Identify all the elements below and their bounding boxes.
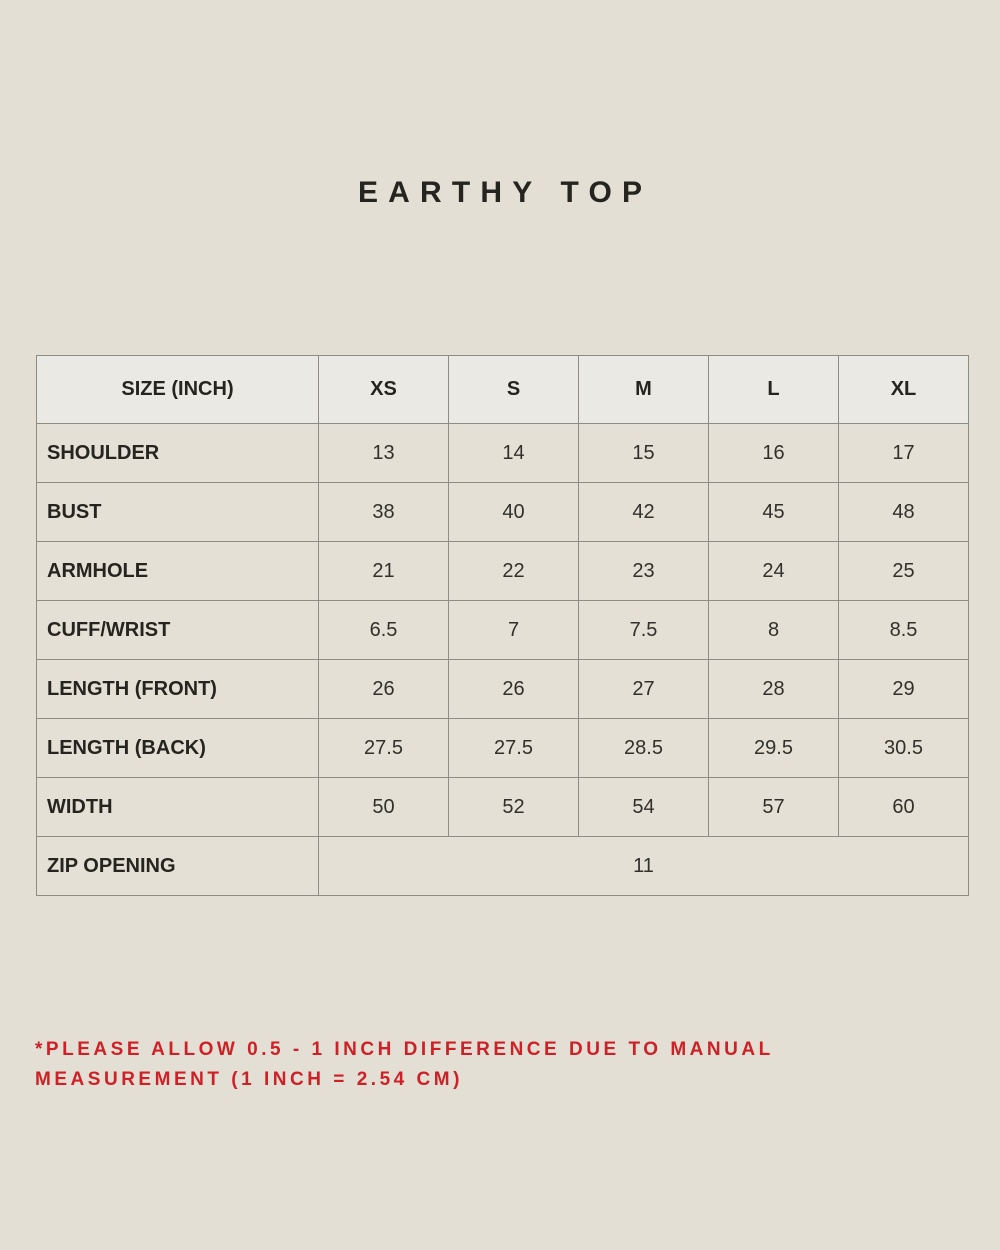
cell-value: 13 [318,423,449,483]
cell-value: 38 [318,482,449,542]
cell-value: 27.5 [318,718,449,778]
cell-value: 50 [318,777,449,837]
cell-value: 42 [578,482,709,542]
cell-value: 25 [838,541,969,601]
table-header-row: SIZE (INCH) XS S M L XL [36,355,969,424]
measurement-disclaimer: *PLEASE ALLOW 0.5 - 1 INCH DIFFERENCE DU… [35,1035,935,1095]
cell-value: 7.5 [578,600,709,660]
table-row-length-front: LENGTH (FRONT) 26 26 27 28 29 [36,659,969,719]
row-label: ARMHOLE [36,541,319,601]
cell-value: 30.5 [838,718,969,778]
cell-value: 6.5 [318,600,449,660]
table-row-width: WIDTH 50 52 54 57 60 [36,777,969,837]
header-cell-xs: XS [318,355,449,424]
row-label: CUFF/WRIST [36,600,319,660]
page-title: EARTHY TOP [357,176,653,209]
header-cell-s: S [448,355,579,424]
disclaimer-line-1: *PLEASE ALLOW 0.5 - 1 INCH DIFFERENCE DU… [35,1039,774,1060]
cell-value: 27 [578,659,709,719]
row-label: WIDTH [36,777,319,837]
cell-value: 22 [448,541,579,601]
header-cell-xl: XL [838,355,969,424]
table-row-cuff-wrist: CUFF/WRIST 6.5 7 7.5 8 8.5 [36,600,969,660]
row-label: SHOULDER [36,423,319,483]
table-row-length-back: LENGTH (BACK) 27.5 27.5 28.5 29.5 30.5 [36,718,969,778]
cell-value: 8 [708,600,839,660]
cell-value: 24 [708,541,839,601]
cell-value: 57 [708,777,839,837]
cell-value: 17 [838,423,969,483]
header-cell-m: M [578,355,709,424]
row-label: LENGTH (BACK) [36,718,319,778]
cell-value: 54 [578,777,709,837]
table-row-armhole: ARMHOLE 21 22 23 24 25 [36,541,969,601]
cell-value: 40 [448,482,579,542]
header-cell-l: L [708,355,839,424]
cell-value: 29.5 [708,718,839,778]
cell-value: 26 [318,659,449,719]
cell-value: 52 [448,777,579,837]
header-cell-size-inch: SIZE (INCH) [36,355,319,424]
row-label: ZIP OPENING [36,836,319,896]
cell-value: 28.5 [578,718,709,778]
table-row-bust: BUST 38 40 42 45 48 [36,482,969,542]
cell-value: 29 [838,659,969,719]
cell-value: 15 [578,423,709,483]
cell-value: 8.5 [838,600,969,660]
disclaimer-line-2: MEASUREMENT (1 INCH = 2.54 CM) [35,1069,463,1090]
cell-value: 7 [448,600,579,660]
row-label: BUST [36,482,319,542]
cell-value: 21 [318,541,449,601]
table-row-shoulder: SHOULDER 13 14 15 16 17 [36,423,969,483]
cell-value: 60 [838,777,969,837]
cell-value: 28 [708,659,839,719]
cell-value: 26 [448,659,579,719]
row-label: LENGTH (FRONT) [36,659,319,719]
cell-value: 48 [838,482,969,542]
cell-value: 27.5 [448,718,579,778]
table-row-zip-opening: ZIP OPENING 11 [36,836,969,896]
cell-value: 23 [578,541,709,601]
cell-value: 45 [708,482,839,542]
cell-value: 16 [708,423,839,483]
cell-value-merged: 11 [318,836,969,896]
size-chart-table: SIZE (INCH) XS S M L XL SHOULDER 13 14 1… [36,355,969,896]
cell-value: 14 [448,423,579,483]
